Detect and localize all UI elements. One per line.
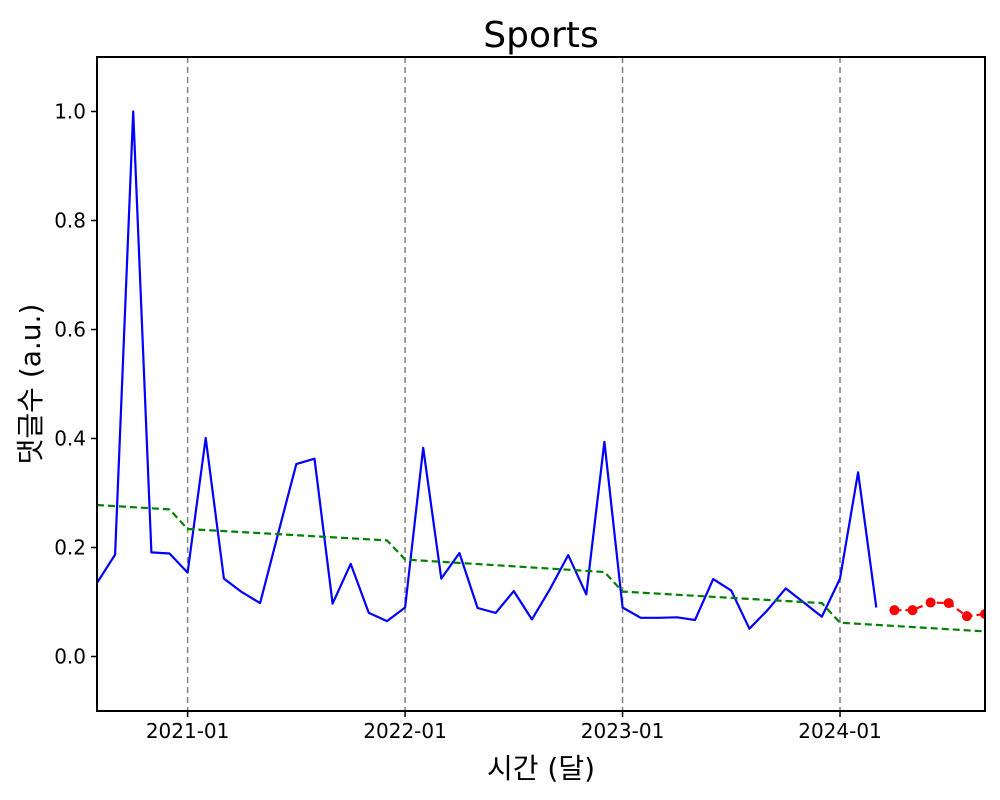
x-axis-label: 시간 (달): [487, 752, 595, 785]
plot-frame: [96, 56, 986, 712]
series-3-point: [925, 597, 936, 608]
y-tick-label: 0.4: [54, 427, 86, 451]
series-3-point: [907, 605, 918, 616]
plot-area: [97, 110, 985, 633]
y-tick-label: 0.2: [54, 536, 86, 560]
y-axis-ticks: 0.0 0.2 0.4 0.6 0.8 1.0: [54, 100, 97, 669]
series-3-point: [980, 608, 985, 619]
series-line-1: [97, 110, 878, 630]
series-group: [97, 110, 985, 633]
chart-title: Sports: [483, 15, 598, 56]
series-line-2: [97, 503, 985, 633]
series-3-point: [889, 605, 900, 616]
y-tick-label: 0.8: [54, 209, 86, 233]
y-tick-label: 0.6: [54, 318, 86, 342]
series-3-point: [961, 611, 972, 622]
x-tick-label: 2023-01: [581, 719, 665, 743]
series-3-point: [943, 598, 954, 609]
x-tick-label: 2021-01: [146, 719, 230, 743]
x-tick-label: 2022-01: [363, 719, 447, 743]
y-tick-label: 1.0: [54, 100, 86, 124]
x-axis-ticks: 2021-01 2022-01 2023-01 2024-01: [146, 711, 882, 743]
x-tick-label: 2024-01: [798, 719, 882, 743]
y-tick-label: 0.0: [54, 645, 86, 669]
y-axis-label: 댓글수 (a.u.): [14, 304, 47, 465]
